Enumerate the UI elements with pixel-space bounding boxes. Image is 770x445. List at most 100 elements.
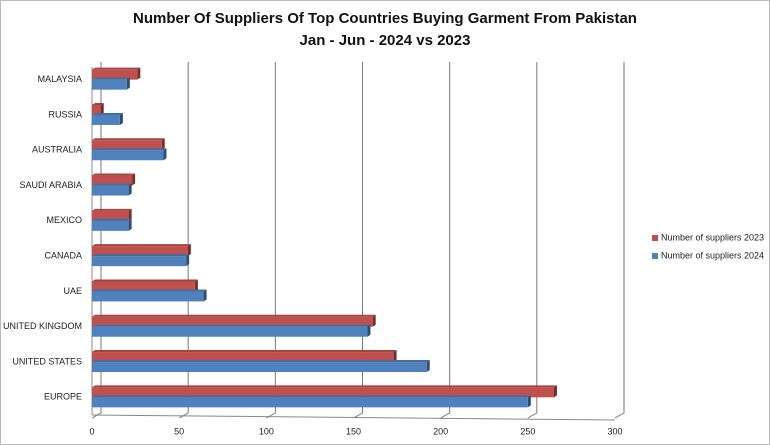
bar-side xyxy=(132,173,136,186)
bar-top xyxy=(92,279,198,282)
y-tick-label: UNITED KINGDOM xyxy=(3,321,82,331)
grid-line xyxy=(178,62,189,419)
bar-side xyxy=(367,324,371,337)
bar xyxy=(92,324,371,337)
x-tick-label: 0 xyxy=(89,426,94,436)
bar-top xyxy=(92,385,557,388)
legend-label: Number of suppliers 2023 xyxy=(661,232,764,242)
bar-side xyxy=(161,138,165,151)
bar-face xyxy=(92,175,133,186)
grid-line xyxy=(266,62,276,419)
bar-side xyxy=(119,112,123,125)
bar-side xyxy=(137,67,141,80)
x-tick-label: 100 xyxy=(259,426,274,436)
bar-face xyxy=(92,246,188,257)
bar-top xyxy=(92,289,207,292)
bar-face xyxy=(92,362,427,373)
bar xyxy=(92,360,430,373)
x-tick-label: 250 xyxy=(520,426,535,436)
bar-top xyxy=(92,102,104,105)
bar xyxy=(92,208,132,221)
bar-side xyxy=(203,289,207,302)
bar xyxy=(92,244,191,257)
bar-face xyxy=(92,79,127,90)
bar xyxy=(92,254,190,267)
bar-side xyxy=(426,360,430,373)
y-tick-label: AUSTRALIA xyxy=(32,145,82,155)
bar-top xyxy=(92,218,132,221)
bar-face xyxy=(92,69,138,80)
bar xyxy=(92,350,397,363)
bar-face xyxy=(92,220,129,231)
bar-top xyxy=(92,244,191,247)
bar-face xyxy=(92,140,162,151)
bar-side xyxy=(163,148,167,161)
bar-top xyxy=(92,67,141,70)
y-tick-label: CANADA xyxy=(44,251,82,261)
bar xyxy=(92,67,141,80)
bar xyxy=(92,112,123,125)
bar-side xyxy=(100,102,104,115)
y-tick-label: UAE xyxy=(63,286,82,296)
legend-swatch xyxy=(652,253,658,259)
bar-top xyxy=(92,208,132,211)
bar-face xyxy=(92,352,394,363)
bar-top xyxy=(92,173,136,176)
bar-side xyxy=(128,208,132,221)
chart-subtitle: Jan - Jun - 2024 vs 2023 xyxy=(300,32,471,49)
bar-top xyxy=(92,112,123,115)
bar-face xyxy=(92,256,187,267)
bar-face xyxy=(92,397,528,408)
y-tick-label: RUSSIA xyxy=(48,109,82,119)
bar-top xyxy=(92,324,371,327)
bar-top xyxy=(92,183,132,186)
y-tick-label: MEXICO xyxy=(46,215,82,225)
bar xyxy=(92,395,531,408)
bar-side xyxy=(527,395,531,408)
bar-side xyxy=(128,218,132,231)
bar xyxy=(92,102,104,115)
bar-face xyxy=(92,210,129,221)
bar xyxy=(92,314,376,327)
bar xyxy=(92,77,130,90)
bar-top xyxy=(92,138,165,141)
bar-face xyxy=(92,387,554,398)
bar xyxy=(92,183,132,196)
bar-face xyxy=(92,150,164,161)
bar xyxy=(92,289,207,302)
bar-face xyxy=(92,114,120,125)
y-tick-label: MALAYSIA xyxy=(38,74,82,84)
bar xyxy=(92,218,132,231)
y-tick-label: EUROPE xyxy=(44,392,82,402)
bar-top xyxy=(92,395,531,398)
bar-side xyxy=(393,350,397,363)
bar-side xyxy=(553,385,557,398)
bar xyxy=(92,279,198,292)
bar-side xyxy=(187,244,191,257)
bar xyxy=(92,385,557,398)
bar xyxy=(92,173,136,186)
bar-face xyxy=(92,104,101,115)
chart-title: Number Of Suppliers Of Top Countries Buy… xyxy=(133,10,637,27)
bar-top xyxy=(92,350,397,353)
bar-top xyxy=(92,254,190,257)
grid-line xyxy=(527,62,538,419)
x-tick-label: 150 xyxy=(346,426,361,436)
grid-line xyxy=(614,62,625,419)
bar xyxy=(92,138,165,151)
bar-face xyxy=(92,291,204,302)
y-tick-label: UNITED STATES xyxy=(12,356,82,366)
x-tick-label: 50 xyxy=(174,426,184,436)
bar-face xyxy=(92,185,129,196)
bar-face xyxy=(92,316,373,327)
bar-side xyxy=(128,183,132,196)
bar-face xyxy=(92,326,368,337)
bar-top xyxy=(92,314,376,317)
legend-swatch xyxy=(652,235,658,241)
bar-side xyxy=(372,314,376,327)
bar-side xyxy=(194,279,198,292)
bar-top xyxy=(92,148,167,151)
bar-side xyxy=(126,77,130,90)
bar-face xyxy=(92,281,195,292)
